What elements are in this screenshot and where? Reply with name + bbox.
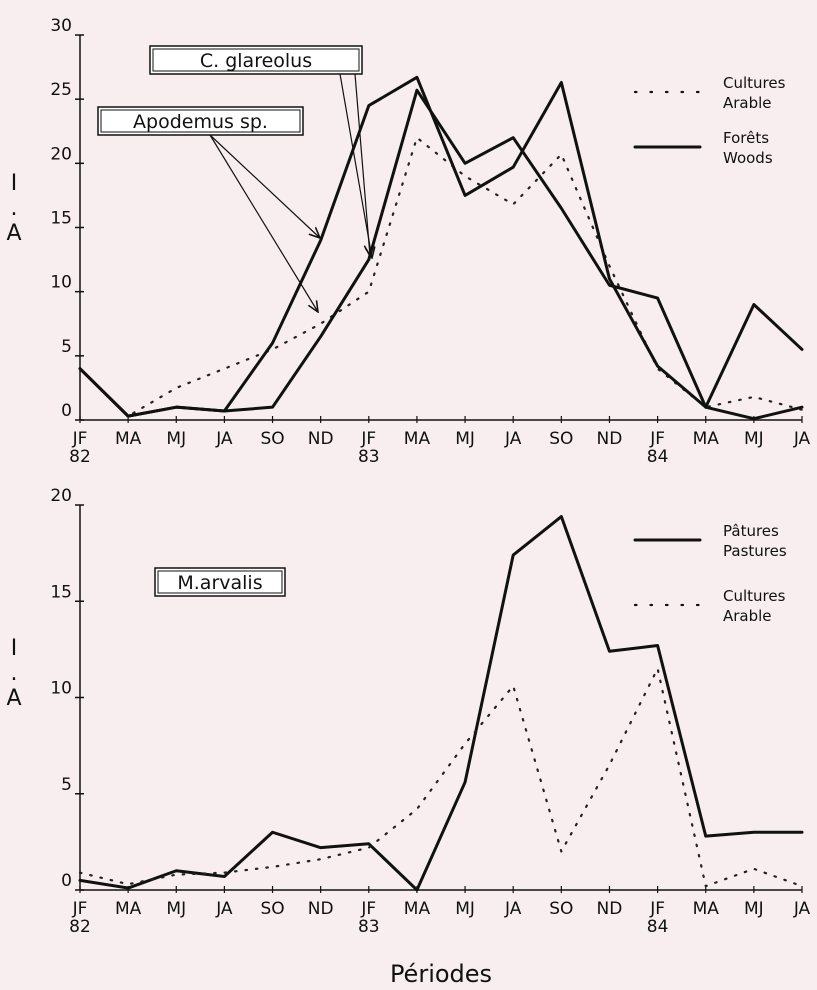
legend-label: Cultures Arable — [723, 74, 786, 112]
x-tick-label: MA — [404, 899, 431, 919]
annotation-box-inner — [157, 570, 283, 594]
series-line — [78, 88, 804, 418]
x-tick-label: ND — [597, 899, 623, 919]
annotation: C. glareolus — [200, 50, 312, 72]
x-tick-label: MA — [693, 899, 720, 919]
legend-label: Pâtures Pastures — [723, 522, 787, 560]
y-tick-label: 0 — [61, 871, 72, 891]
x-tick-label: MA — [115, 429, 142, 449]
annotation: Apodemus sp. — [133, 111, 268, 133]
y-tick-label: 15 — [50, 582, 72, 602]
y-tick-label: 0 — [61, 401, 72, 421]
y-tick-label: 5 — [61, 775, 72, 795]
annotation-box — [97, 106, 304, 136]
x-tick-label: JF 82 — [69, 899, 91, 937]
x-tick-label: SO — [549, 429, 573, 449]
x-tick-label: JA — [504, 429, 522, 449]
y-tick-label: 25 — [50, 80, 72, 100]
x-tick-label: JF 83 — [358, 899, 380, 937]
x-tick-label: JA — [504, 899, 522, 919]
x-tick-label: ND — [308, 899, 334, 919]
x-tick-label: MJ — [455, 429, 475, 449]
x-tick-label: MA — [404, 429, 431, 449]
x-tick-label: MJ — [744, 429, 764, 449]
x-tick-label: JF 84 — [647, 899, 669, 937]
x-tick-label: MA — [115, 899, 142, 919]
y-tick-label: 10 — [50, 273, 72, 293]
annotation-box-inner — [152, 48, 360, 72]
series-line — [78, 667, 804, 888]
y-tick-label: 20 — [50, 144, 72, 164]
y-axis-label: I.A — [6, 636, 21, 711]
x-tick-label: ND — [308, 429, 334, 449]
y-tick-label: 15 — [50, 209, 72, 229]
y-tick-label: 20 — [50, 486, 72, 506]
x-tick-label: SO — [260, 429, 284, 449]
series-line — [78, 136, 804, 418]
x-tick-label: MJ — [166, 429, 186, 449]
x-tick-label: MJ — [744, 899, 764, 919]
y-tick-label: 5 — [61, 337, 72, 357]
x-tick-label: MJ — [166, 899, 186, 919]
x-tick-label: JA — [793, 899, 811, 919]
annotation-arrow — [209, 134, 320, 238]
annotation-arrow — [339, 73, 372, 258]
y-axis-label: I.A — [6, 171, 21, 246]
x-tick-label: JF 83 — [358, 429, 380, 467]
annotation-arrow — [354, 73, 370, 256]
x-tick-label: JA — [215, 429, 233, 449]
annotation-arrow — [209, 134, 318, 312]
annotation-box — [149, 45, 363, 75]
x-tick-label: ND — [597, 429, 623, 449]
x-tick-label: JF 82 — [69, 429, 91, 467]
x-tick-label: SO — [549, 899, 573, 919]
annotation-box-inner — [100, 109, 301, 133]
x-tick-label: SO — [260, 899, 284, 919]
x-tick-label: JA — [215, 899, 233, 919]
x-tick-label: MA — [693, 429, 720, 449]
legend-label: Forêts Woods — [723, 129, 773, 167]
legend-label: Cultures Arable — [723, 587, 786, 625]
x-tick-label: MJ — [455, 899, 475, 919]
x-tick-label: JA — [793, 429, 811, 449]
series-line — [78, 515, 804, 892]
y-tick-label: 10 — [50, 679, 72, 699]
x-axis-label: Périodes — [390, 960, 492, 988]
annotation: M.arvalis — [177, 572, 262, 594]
y-tick-label: 30 — [50, 16, 72, 36]
annotation-box — [154, 567, 286, 597]
x-tick-label: JF 84 — [647, 429, 669, 467]
